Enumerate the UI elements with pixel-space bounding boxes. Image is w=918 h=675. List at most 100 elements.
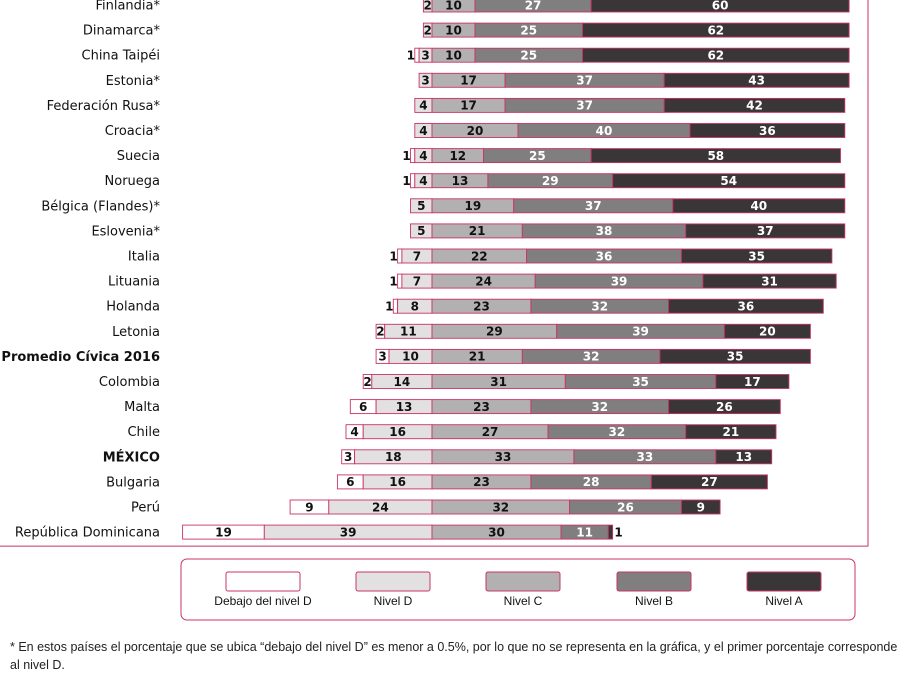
category-label: Eslovenia* bbox=[91, 224, 160, 239]
data-label: 4 bbox=[419, 124, 427, 138]
data-label: 1 bbox=[389, 249, 397, 263]
category-label: Promedio Cívica 2016 bbox=[1, 350, 160, 365]
category-label: Letonia bbox=[112, 325, 160, 340]
data-label: 24 bbox=[372, 500, 389, 514]
bar-debajo-del-nivel-d bbox=[410, 148, 416, 164]
category-label: Finlandia* bbox=[95, 0, 160, 14]
row-eslovenia: Eslovenia* 5 21 38 37 bbox=[91, 223, 846, 239]
bar-nivel-a bbox=[685, 424, 777, 440]
bar-debajo-del-nivel-d bbox=[397, 248, 403, 264]
row-estonia: Estonia* 3 17 37 43 bbox=[106, 72, 850, 89]
data-label: 36 bbox=[738, 300, 755, 314]
legend-swatch-nivel-b bbox=[616, 571, 692, 592]
data-label: 36 bbox=[759, 124, 776, 138]
data-label: 31 bbox=[490, 375, 507, 389]
data-label: 2 bbox=[424, 23, 432, 37]
category-label: Noruega bbox=[105, 174, 160, 189]
data-label: 40 bbox=[750, 199, 767, 213]
legend-swatch-debajo-del-nivel-d bbox=[225, 571, 301, 592]
bar-nivel-a bbox=[715, 374, 790, 389]
data-label: 27 bbox=[525, 0, 542, 12]
row-federacion-rusa: Federación Rusa* 4 17 37 42 bbox=[47, 97, 846, 114]
data-label: 9 bbox=[305, 500, 313, 514]
bar-nivel-a bbox=[715, 449, 773, 465]
row-noruega: Noruega 1 4 13 29 54 bbox=[105, 173, 846, 189]
data-label: 37 bbox=[585, 199, 602, 213]
data-label: 33 bbox=[495, 450, 512, 464]
data-label: 17 bbox=[460, 99, 477, 113]
data-label: 1 bbox=[402, 149, 410, 163]
data-label: 11 bbox=[400, 325, 417, 339]
legend-label: Nivel D bbox=[374, 594, 413, 608]
bar-nivel-a bbox=[582, 22, 850, 38]
bar-debajo-del-nivel-d bbox=[410, 173, 416, 189]
data-label: 58 bbox=[707, 149, 724, 163]
data-label: 36 bbox=[596, 249, 613, 263]
data-label: 1 bbox=[614, 525, 622, 539]
category-label: República Dominicana bbox=[15, 526, 160, 541]
data-label: 43 bbox=[748, 74, 765, 88]
data-label: 10 bbox=[445, 0, 462, 12]
data-label: 18 bbox=[385, 450, 402, 464]
row-chile: Chile 4 16 27 32 21 bbox=[127, 424, 777, 440]
data-label: 22 bbox=[471, 249, 488, 263]
data-label: 35 bbox=[748, 249, 765, 263]
data-label: 20 bbox=[467, 124, 484, 138]
data-label: 39 bbox=[632, 325, 649, 339]
legend-swatch-nivel-a bbox=[746, 571, 822, 592]
bar-nivel-a bbox=[663, 72, 850, 88]
data-label: 42 bbox=[746, 99, 763, 113]
bar-debajo-del-nivel-d bbox=[397, 273, 403, 289]
data-label: 27 bbox=[482, 425, 499, 439]
data-label: 10 bbox=[445, 49, 462, 63]
data-label: 7 bbox=[413, 249, 421, 263]
data-label: 25 bbox=[529, 149, 546, 163]
bar-nivel-a bbox=[668, 298, 824, 314]
row-china-taipei: China Taipéi 1 3 10 25 62 bbox=[82, 47, 850, 64]
bar-nivel-a bbox=[723, 323, 811, 339]
data-label: 10 bbox=[402, 350, 419, 364]
bar-nivel-a bbox=[607, 524, 614, 540]
data-label: 35 bbox=[727, 350, 744, 364]
data-label: 27 bbox=[701, 475, 718, 489]
bar-nivel-a bbox=[685, 223, 846, 239]
data-label: 1 bbox=[389, 274, 397, 288]
bar-nivel-a bbox=[668, 399, 781, 415]
row-letonia: Letonia 2 11 29 39 20 bbox=[112, 323, 811, 340]
data-label: 5 bbox=[417, 199, 425, 213]
category-label: Chile bbox=[127, 425, 160, 440]
data-label: 32 bbox=[591, 300, 608, 314]
data-label: 28 bbox=[583, 475, 600, 489]
data-label: 1 bbox=[385, 300, 393, 314]
legend-label: Nivel C bbox=[504, 594, 543, 608]
data-label: 25 bbox=[520, 23, 537, 37]
data-label: 2 bbox=[376, 325, 384, 339]
data-label: 39 bbox=[611, 274, 628, 288]
row-belgica-flandes: Bélgica (Flandes)* 5 19 37 40 bbox=[41, 198, 846, 214]
data-label: 37 bbox=[757, 224, 774, 238]
row-promedio-civica-2016: Promedio Cívica 2016 3 10 21 32 35 bbox=[1, 348, 811, 365]
data-label: 21 bbox=[469, 224, 486, 238]
category-label: Malta bbox=[124, 400, 160, 415]
data-label: 17 bbox=[460, 74, 477, 88]
data-label: 6 bbox=[346, 475, 354, 489]
data-label: 23 bbox=[473, 300, 490, 314]
data-label: 11 bbox=[576, 525, 593, 539]
bar-nivel-a bbox=[590, 0, 850, 13]
category-label: Bulgaria bbox=[106, 475, 160, 490]
data-label: 23 bbox=[473, 400, 490, 414]
bar-nivel-a bbox=[582, 47, 850, 63]
data-label: 24 bbox=[475, 274, 492, 288]
data-label: 19 bbox=[464, 199, 481, 213]
data-label: 7 bbox=[413, 274, 421, 288]
data-label: 4 bbox=[419, 174, 427, 188]
row-colombia: Colombia 2 14 31 35 17 bbox=[99, 374, 790, 390]
bar-nivel-a bbox=[689, 123, 846, 138]
data-label: 19 bbox=[215, 525, 232, 539]
data-label: 13 bbox=[396, 400, 413, 414]
data-label: 62 bbox=[707, 49, 724, 63]
data-label: 3 bbox=[378, 350, 386, 364]
data-label: 2 bbox=[424, 0, 432, 12]
